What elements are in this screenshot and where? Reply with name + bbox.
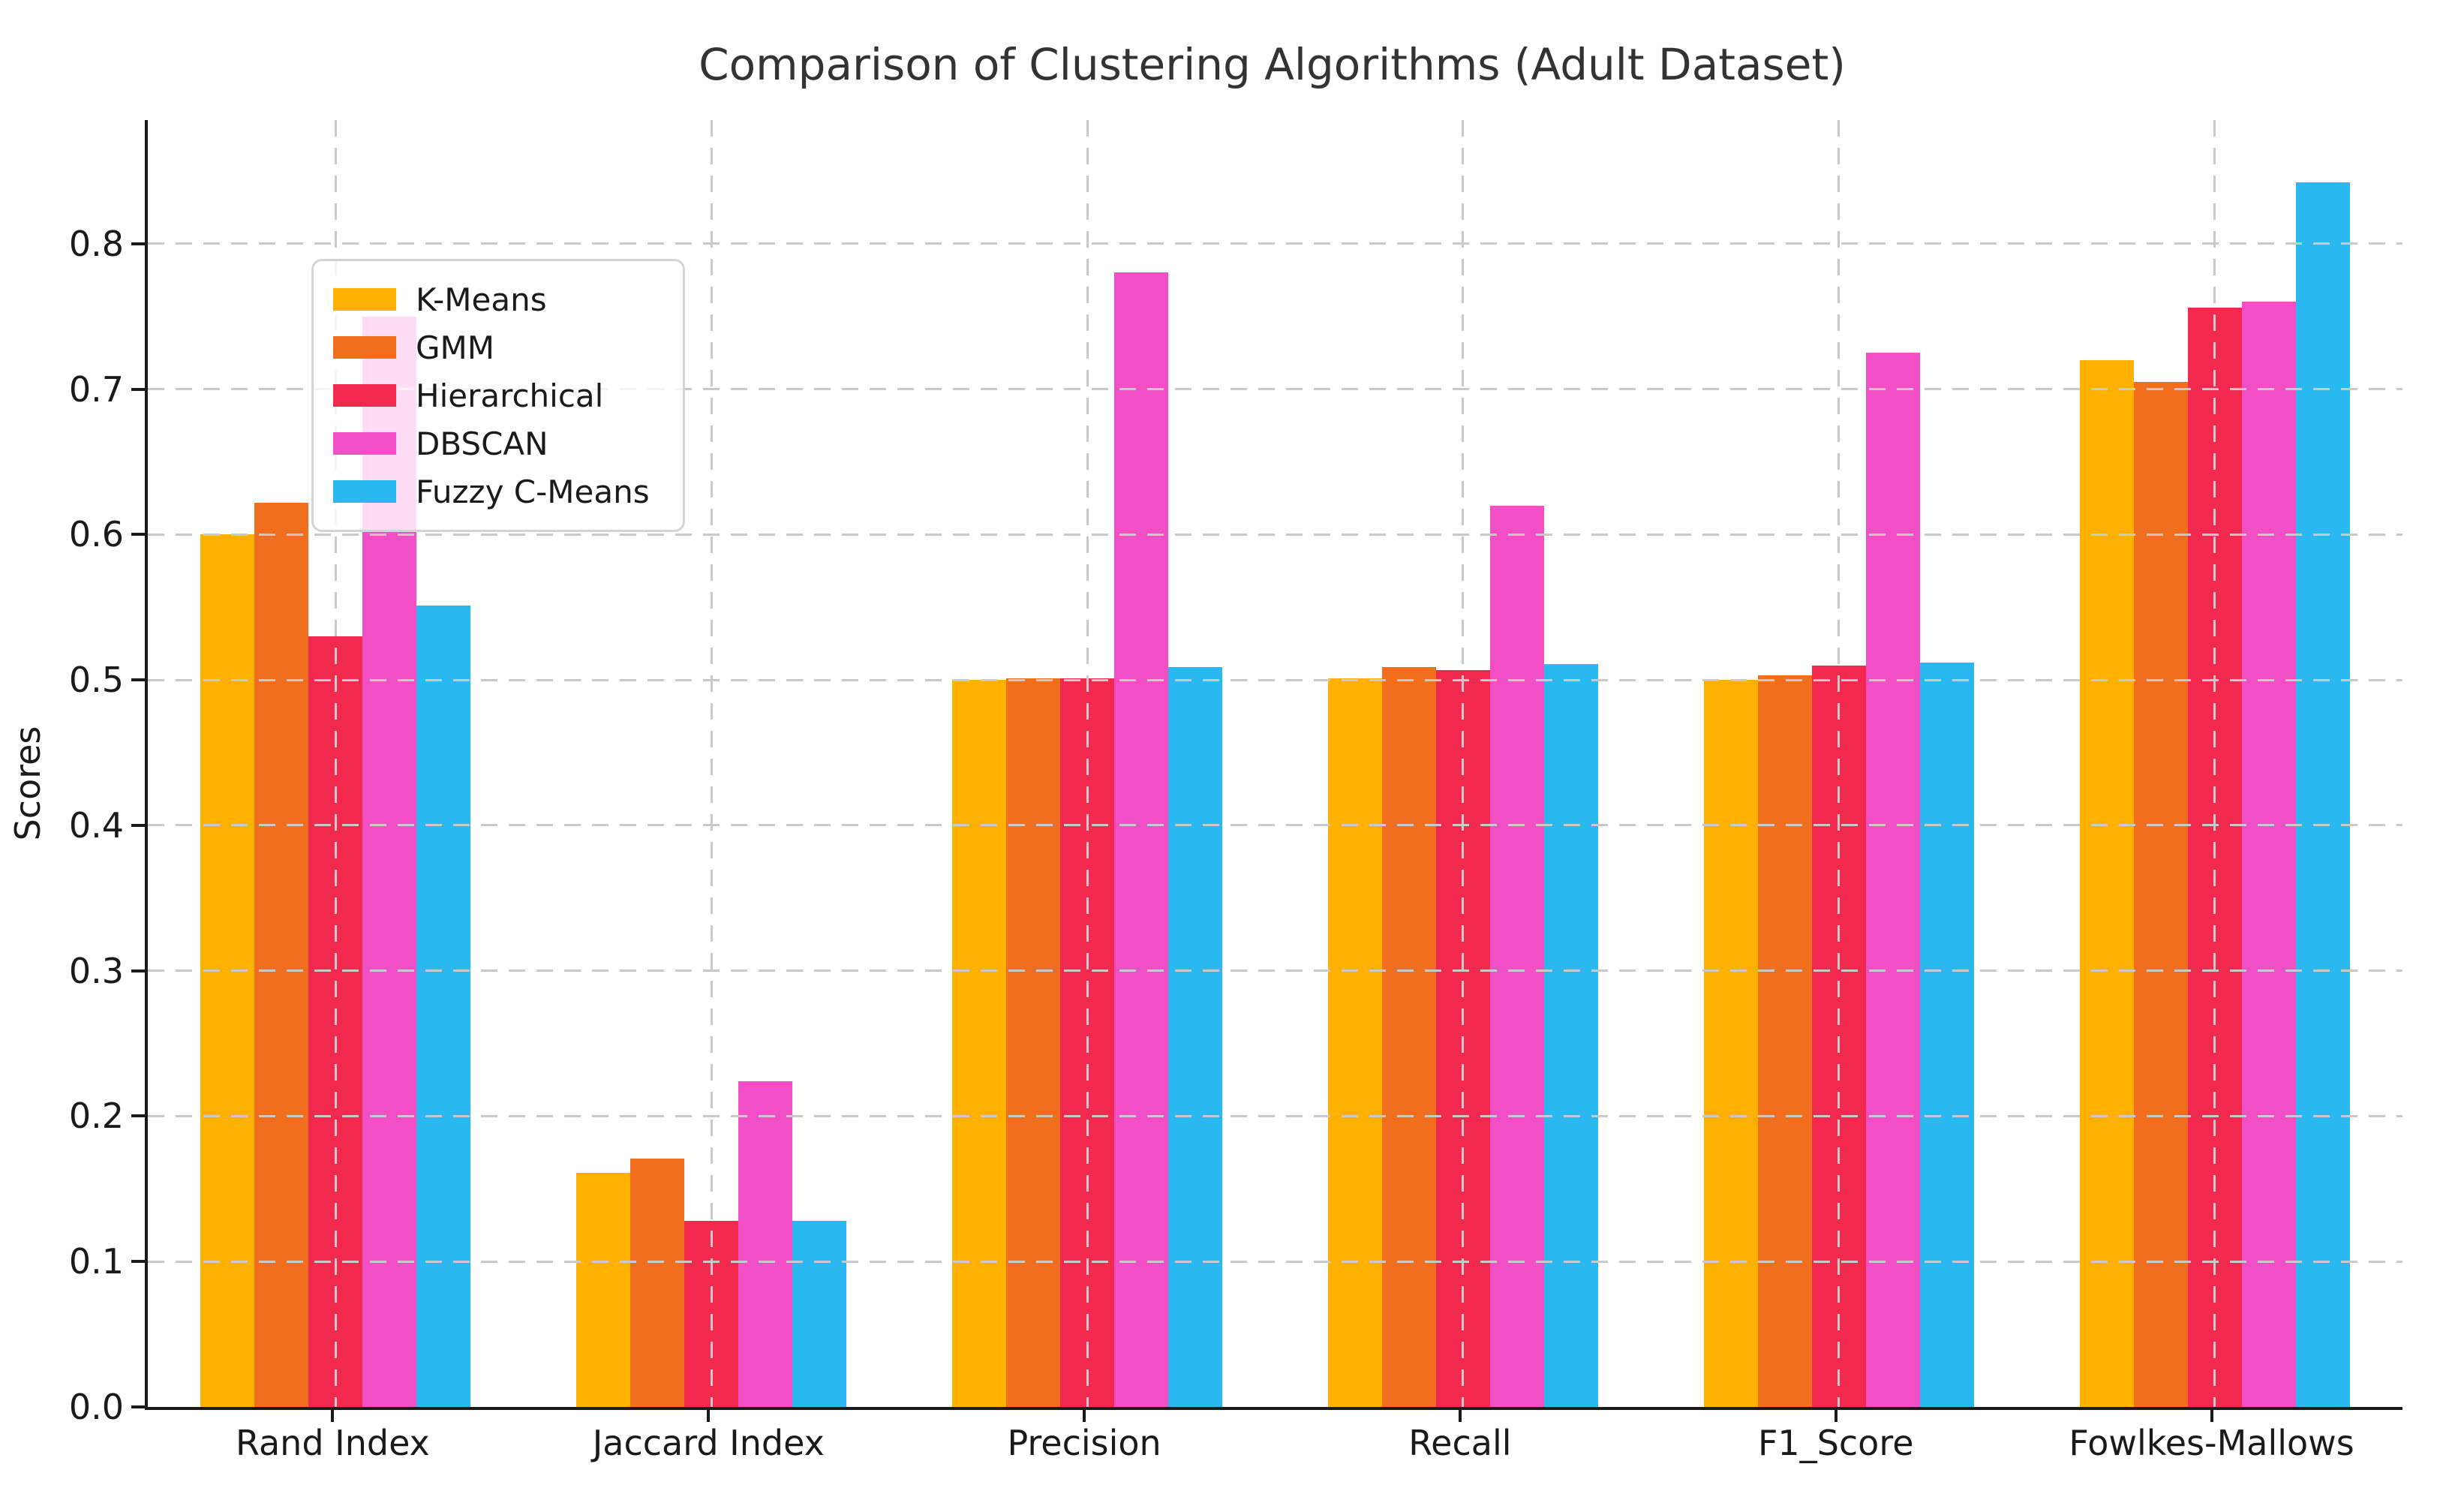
ytick-mark-0.1: [131, 1260, 145, 1264]
xtick-mark-jaccard-index: [707, 1408, 711, 1422]
xtick-label-jaccard-index: Jaccard Index: [592, 1423, 825, 1463]
bar-dbscan-fowlkes-mallows: [2241, 302, 2296, 1407]
gridline-y-0.5: [148, 678, 2402, 681]
plot-area: K-Means GMM Hierarchical DBSCAN Fuzzy C-Mean…: [145, 120, 2402, 1410]
legend-swatch-fuzzy-c-means: [333, 480, 396, 503]
ytick-label-0.8: 0.8: [68, 223, 124, 264]
ytick-mark-0.3: [131, 969, 145, 972]
gridline-y-0.1: [148, 1260, 2402, 1263]
bar-dbscan-jaccard-index: [738, 1081, 793, 1407]
gridline-y-0.4: [148, 824, 2402, 827]
xtick-label-f1-score: F1_Score: [1757, 1423, 1914, 1463]
bar-k-means-rand-index: [200, 534, 255, 1407]
ytick-mark-0.4: [131, 823, 145, 827]
bar-gmm-f1-score: [1757, 675, 1812, 1407]
gridline-y-0.6: [148, 533, 2402, 536]
chart-title: Comparison of Clustering Algorithms (Adu…: [699, 39, 1846, 90]
gridline-y-0.2: [148, 1114, 2402, 1117]
y-axis-label: Scores: [8, 726, 48, 841]
bar-k-means-jaccard-index: [576, 1173, 631, 1407]
bar-gmm-fowlkes-mallows: [2133, 381, 2188, 1407]
xtick-label-recall: Recall: [1408, 1423, 1512, 1463]
bar-k-means-f1-score: [1703, 680, 1758, 1407]
ytick-label-0.2: 0.2: [68, 1096, 124, 1137]
bar-hierarchical-precision: [1060, 678, 1115, 1407]
bar-fuzzy-c-means-f1-score: [1919, 662, 1974, 1407]
xtick-mark-rand-index: [331, 1408, 335, 1422]
legend-item-dbscan: DBSCAN: [333, 420, 650, 467]
ytick-label-0.3: 0.3: [68, 950, 124, 991]
ytick-label-0.7: 0.7: [68, 368, 124, 410]
legend-item-hierarchical: Hierarchical: [333, 372, 650, 419]
bar-dbscan-recall: [1489, 505, 1544, 1407]
bar-k-means-precision: [952, 680, 1007, 1407]
legend-label: Hierarchical: [416, 377, 604, 414]
gridline-x-jaccard-index: [710, 120, 713, 1407]
bar-hierarchical-rand-index: [308, 636, 363, 1407]
xtick-label-precision: Precision: [1007, 1423, 1161, 1463]
legend-item-fuzzy-c-means: Fuzzy C-Means: [333, 468, 650, 515]
bar-gmm-recall: [1381, 666, 1436, 1407]
bar-gmm-jaccard-index: [630, 1158, 685, 1407]
legend-swatch-dbscan: [333, 432, 396, 455]
ytick-mark-0.7: [131, 387, 145, 391]
bar-fuzzy-c-means-recall: [1543, 663, 1598, 1407]
legend-swatch-gmm: [333, 336, 396, 359]
bar-hierarchical-fowlkes-mallows: [2187, 307, 2242, 1407]
bar-fuzzy-c-means-jaccard-index: [792, 1220, 847, 1407]
legend-label: GMM: [416, 329, 495, 366]
legend-label: Fuzzy C-Means: [416, 473, 650, 510]
bar-hierarchical-f1-score: [1811, 665, 1866, 1407]
legend-item-gmm: GMM: [333, 324, 650, 371]
ytick-mark-0.5: [131, 678, 145, 682]
bar-fuzzy-c-means-precision: [1168, 666, 1223, 1407]
ytick-mark-0.0: [131, 1405, 145, 1408]
bar-k-means-fowlkes-mallows: [2079, 359, 2134, 1407]
xtick-label-rand-index: Rand Index: [236, 1423, 430, 1463]
bar-dbscan-precision: [1114, 272, 1169, 1407]
legend-label: K-Means: [416, 281, 547, 318]
bar-gmm-rand-index: [254, 502, 309, 1407]
bar-dbscan-f1-score: [1865, 353, 1920, 1407]
ytick-label-0.5: 0.5: [68, 660, 124, 701]
bar-hierarchical-jaccard-index: [684, 1220, 739, 1407]
gridline-y-0.3: [148, 969, 2402, 972]
gridline-y-0.8: [148, 242, 2402, 245]
bar-fuzzy-c-means-rand-index: [416, 606, 471, 1407]
xtick-mark-recall: [1458, 1408, 1462, 1422]
ytick-label-0.4: 0.4: [68, 804, 124, 846]
ytick-mark-0.2: [131, 1114, 145, 1118]
xtick-label-fowlkes-mallows: Fowlkes-Mallows: [2069, 1423, 2354, 1463]
legend-label: DBSCAN: [416, 425, 548, 462]
bar-hierarchical-recall: [1435, 669, 1490, 1407]
xtick-mark-fowlkes-mallows: [2210, 1408, 2213, 1422]
xtick-mark-f1-score: [1834, 1408, 1837, 1422]
legend-swatch-k-means: [333, 288, 396, 311]
legend-swatch-hierarchical: [333, 384, 396, 407]
bar-fuzzy-c-means-fowlkes-mallows: [2295, 182, 2350, 1407]
ytick-label-0.6: 0.6: [68, 514, 124, 555]
legend-item-k-means: K-Means: [333, 276, 650, 323]
ytick-mark-0.6: [131, 533, 145, 537]
ytick-mark-0.8: [131, 242, 145, 245]
bar-k-means-recall: [1327, 678, 1382, 1407]
xtick-mark-precision: [1083, 1408, 1086, 1422]
legend: K-Means GMM Hierarchical DBSCAN Fuzzy C-Mean…: [311, 259, 685, 532]
ytick-label-0.1: 0.1: [68, 1241, 124, 1282]
ytick-label-0.0: 0.0: [68, 1387, 124, 1427]
bar-gmm-precision: [1006, 678, 1061, 1407]
